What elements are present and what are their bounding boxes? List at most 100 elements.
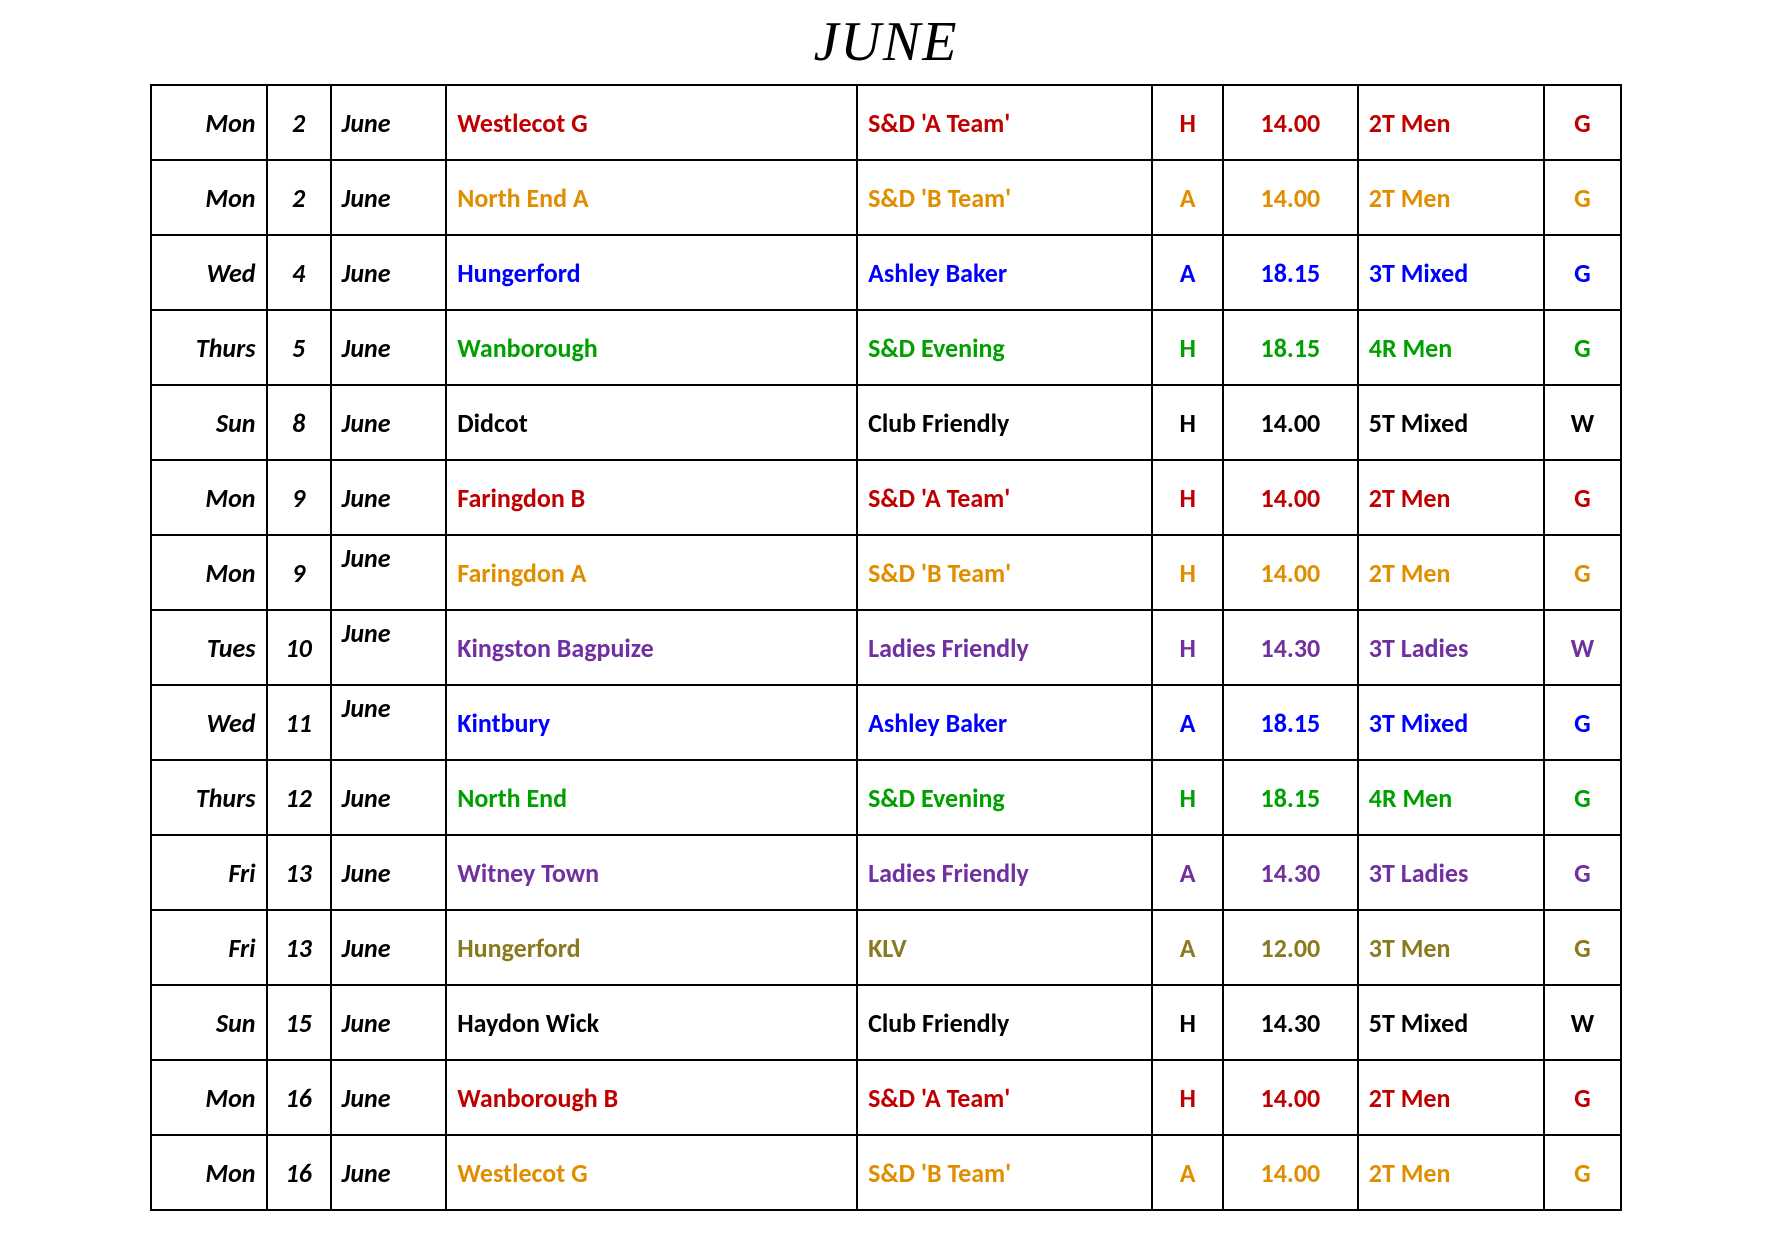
cell-num: 13 [267,835,331,910]
cell-time: 14.00 [1223,1135,1358,1210]
cell-ha: H [1152,985,1223,1060]
cell-format: 2T Men [1358,1060,1544,1135]
cell-num: 12 [267,760,331,835]
cell-ha: H [1152,1060,1223,1135]
cell-dress: G [1544,1135,1621,1210]
table-row: Fri13JuneWitney TownLadies FriendlyA14.3… [151,835,1621,910]
cell-month: June [331,85,447,160]
cell-opponent: Faringdon B [446,460,857,535]
cell-day: Mon [151,535,267,610]
cell-day: Wed [151,235,267,310]
cell-num: 13 [267,910,331,985]
cell-ha: A [1152,235,1223,310]
cell-ha: H [1152,610,1223,685]
page: JUNE Mon2JuneWestlecot GS&D 'A Team'H14.… [0,0,1772,1251]
cell-format: 3T Mixed [1358,235,1544,310]
table-row: Mon9JuneFaringdon BS&D 'A Team'H14.002T … [151,460,1621,535]
cell-competition: Ashley Baker [857,235,1152,310]
cell-ha: H [1152,760,1223,835]
cell-day: Thurs [151,310,267,385]
cell-dress: G [1544,310,1621,385]
table-row: Mon9JuneFaringdon AS&D 'B Team'H14.002T … [151,535,1621,610]
cell-time: 14.30 [1223,835,1358,910]
cell-day: Mon [151,160,267,235]
cell-format: 5T Mixed [1358,985,1544,1060]
cell-dress: G [1544,535,1621,610]
cell-month: June [331,985,447,1060]
cell-opponent: Hungerford [446,235,857,310]
cell-time: 18.15 [1223,310,1358,385]
cell-dress: G [1544,1060,1621,1135]
cell-format: 2T Men [1358,535,1544,610]
table-row: Mon2JuneNorth End AS&D 'B Team'A14.002T … [151,160,1621,235]
table-row: Tues10JuneKingston BagpuizeLadies Friend… [151,610,1621,685]
cell-num: 10 [267,610,331,685]
cell-format: 2T Men [1358,160,1544,235]
cell-num: 11 [267,685,331,760]
cell-ha: A [1152,1135,1223,1210]
cell-competition: S&D 'B Team' [857,535,1152,610]
cell-num: 9 [267,460,331,535]
cell-time: 14.00 [1223,385,1358,460]
cell-num: 2 [267,160,331,235]
cell-opponent: Didcot [446,385,857,460]
cell-ha: A [1152,835,1223,910]
cell-time: 12.00 [1223,910,1358,985]
cell-num: 9 [267,535,331,610]
table-row: Sun8JuneDidcotClub FriendlyH14.005T Mixe… [151,385,1621,460]
cell-dress: G [1544,235,1621,310]
cell-opponent: Wanborough [446,310,857,385]
cell-day: Sun [151,385,267,460]
cell-time: 18.15 [1223,760,1358,835]
cell-competition: Club Friendly [857,385,1152,460]
cell-opponent: North End A [446,160,857,235]
cell-format: 5T Mixed [1358,385,1544,460]
page-title: JUNE [150,10,1622,74]
table-row: Mon16JuneWanborough BS&D 'A Team'H14.002… [151,1060,1621,1135]
cell-opponent: Witney Town [446,835,857,910]
cell-month: June [331,685,447,760]
cell-day: Mon [151,1135,267,1210]
cell-month: June [331,460,447,535]
cell-time: 14.30 [1223,985,1358,1060]
cell-format: 3T Mixed [1358,685,1544,760]
cell-opponent: Faringdon A [446,535,857,610]
cell-format: 4R Men [1358,760,1544,835]
cell-competition: Ashley Baker [857,685,1152,760]
cell-format: 3T Ladies [1358,610,1544,685]
cell-month: June [331,385,447,460]
cell-day: Mon [151,85,267,160]
cell-time: 14.00 [1223,535,1358,610]
cell-month: June [331,235,447,310]
table-row: Fri13JuneHungerfordKLVA12.003T MenG [151,910,1621,985]
cell-dress: G [1544,460,1621,535]
cell-competition: Ladies Friendly [857,610,1152,685]
cell-opponent: Haydon Wick [446,985,857,1060]
cell-format: 3T Men [1358,910,1544,985]
cell-num: 2 [267,85,331,160]
table-row: Thurs5JuneWanboroughS&D EveningH18.154R … [151,310,1621,385]
fixtures-table: Mon2JuneWestlecot GS&D 'A Team'H14.002T … [150,84,1622,1211]
cell-competition: S&D 'A Team' [857,85,1152,160]
cell-format: 2T Men [1358,85,1544,160]
cell-num: 16 [267,1135,331,1210]
cell-month: June [331,610,447,685]
cell-format: 4R Men [1358,310,1544,385]
cell-month: June [331,835,447,910]
cell-day: Sun [151,985,267,1060]
cell-ha: H [1152,385,1223,460]
cell-time: 14.30 [1223,610,1358,685]
table-row: Thurs12JuneNorth EndS&D EveningH18.154R … [151,760,1621,835]
cell-format: 2T Men [1358,1135,1544,1210]
cell-num: 8 [267,385,331,460]
cell-month: June [331,1135,447,1210]
cell-num: 5 [267,310,331,385]
cell-time: 14.00 [1223,85,1358,160]
cell-dress: W [1544,385,1621,460]
cell-num: 16 [267,1060,331,1135]
cell-day: Thurs [151,760,267,835]
cell-competition: S&D Evening [857,760,1152,835]
cell-opponent: Westlecot G [446,1135,857,1210]
cell-competition: S&D 'A Team' [857,460,1152,535]
cell-time: 14.00 [1223,460,1358,535]
